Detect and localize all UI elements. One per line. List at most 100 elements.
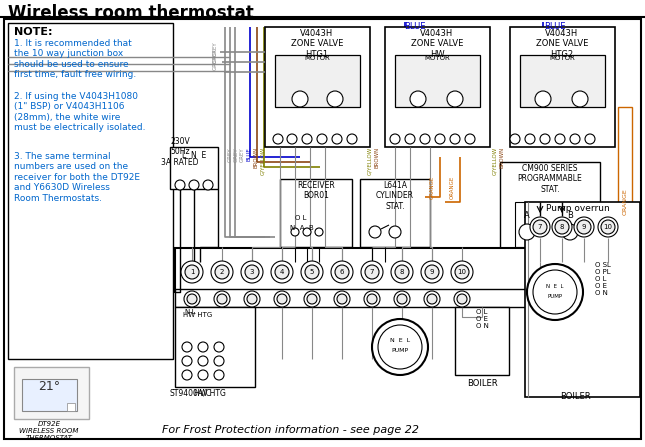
Circle shape xyxy=(540,134,550,144)
Text: CM900 SERIES
PROGRAMMABLE
STAT.: CM900 SERIES PROGRAMMABLE STAT. xyxy=(518,164,582,194)
Circle shape xyxy=(215,265,229,279)
Text: N  E  L: N E L xyxy=(546,283,564,288)
Circle shape xyxy=(372,319,428,375)
Text: Wireless room thermostat: Wireless room thermostat xyxy=(8,4,253,22)
Text: L  N  E: L N E xyxy=(182,151,206,160)
Circle shape xyxy=(585,134,595,144)
Text: GREY: GREY xyxy=(233,147,239,162)
Circle shape xyxy=(552,217,572,237)
Circle shape xyxy=(305,265,319,279)
Circle shape xyxy=(465,134,475,144)
Text: 2. If using the V4043H1080
(1" BSP) or V4043H1106
(28mm), the white wire
must be: 2. If using the V4043H1080 (1" BSP) or V… xyxy=(14,92,146,132)
Text: MOTOR: MOTOR xyxy=(304,55,330,61)
Text: MOTOR: MOTOR xyxy=(549,55,575,61)
Circle shape xyxy=(335,265,349,279)
Circle shape xyxy=(389,226,401,238)
Text: 3. The same terminal
numbers are used on the
receiver for both the DT92E
and Y66: 3. The same terminal numbers are used on… xyxy=(14,152,140,202)
Circle shape xyxy=(572,91,588,107)
Bar xyxy=(275,55,360,107)
Text: O L: O L xyxy=(295,215,306,221)
Circle shape xyxy=(457,294,467,304)
Text: BROWN: BROWN xyxy=(499,147,504,168)
Text: BLUE: BLUE xyxy=(246,147,252,161)
Bar xyxy=(510,27,615,147)
Bar xyxy=(520,55,605,107)
Circle shape xyxy=(175,180,185,190)
Circle shape xyxy=(301,261,323,283)
Circle shape xyxy=(365,265,379,279)
Text: O SL
O PL
O L
O E
O N: O SL O PL O L O E O N xyxy=(595,262,611,296)
Circle shape xyxy=(302,134,312,144)
Bar xyxy=(618,107,632,307)
Circle shape xyxy=(198,342,208,352)
Circle shape xyxy=(334,291,350,307)
Circle shape xyxy=(533,270,577,314)
Circle shape xyxy=(189,180,199,190)
Circle shape xyxy=(555,134,565,144)
Circle shape xyxy=(247,294,257,304)
Circle shape xyxy=(347,134,357,144)
Text: V4043H
ZONE VALVE
HTG2: V4043H ZONE VALVE HTG2 xyxy=(536,29,588,59)
Circle shape xyxy=(410,91,426,107)
Text: ORANGE: ORANGE xyxy=(622,189,628,215)
Circle shape xyxy=(390,134,400,144)
Bar xyxy=(175,307,255,387)
Text: 21°: 21° xyxy=(38,380,60,393)
Text: 3: 3 xyxy=(250,269,254,275)
Circle shape xyxy=(530,217,550,237)
Bar xyxy=(500,162,600,252)
Text: 7: 7 xyxy=(538,224,542,230)
Circle shape xyxy=(291,228,299,236)
Text: G/YELLOW: G/YELLOW xyxy=(368,147,373,175)
Circle shape xyxy=(277,294,287,304)
Circle shape xyxy=(214,291,230,307)
Text: GREY: GREY xyxy=(239,147,244,162)
Circle shape xyxy=(424,291,440,307)
Circle shape xyxy=(454,291,470,307)
Circle shape xyxy=(450,134,460,144)
Circle shape xyxy=(601,220,615,234)
Circle shape xyxy=(425,265,439,279)
Circle shape xyxy=(598,217,618,237)
Text: BLUE: BLUE xyxy=(404,22,426,31)
Text: BROWN: BROWN xyxy=(375,147,379,168)
Circle shape xyxy=(275,265,289,279)
Circle shape xyxy=(421,261,443,283)
Text: A: A xyxy=(524,211,530,219)
Text: N  E  L: N E L xyxy=(390,338,410,343)
Circle shape xyxy=(427,294,437,304)
Circle shape xyxy=(244,291,260,307)
Text: V4043H
ZONE VALVE
HW: V4043H ZONE VALVE HW xyxy=(411,29,463,59)
Circle shape xyxy=(182,370,192,380)
Text: 7: 7 xyxy=(370,269,374,275)
Text: GREY: GREY xyxy=(213,42,218,56)
Circle shape xyxy=(562,224,578,240)
Circle shape xyxy=(241,261,263,283)
Circle shape xyxy=(574,217,594,237)
Text: PUMP: PUMP xyxy=(548,294,562,299)
Circle shape xyxy=(187,294,197,304)
Circle shape xyxy=(203,180,213,190)
Text: 10: 10 xyxy=(604,224,613,230)
Text: PUMP: PUMP xyxy=(392,349,408,354)
Circle shape xyxy=(364,291,380,307)
Bar xyxy=(67,403,75,411)
Text: 10: 10 xyxy=(457,269,466,275)
Circle shape xyxy=(317,134,327,144)
Circle shape xyxy=(198,356,208,366)
Text: 5: 5 xyxy=(310,269,314,275)
Circle shape xyxy=(570,134,580,144)
Circle shape xyxy=(535,91,551,107)
Circle shape xyxy=(331,261,353,283)
Text: BLUE: BLUE xyxy=(544,22,566,31)
Text: 8: 8 xyxy=(560,224,564,230)
Circle shape xyxy=(577,220,591,234)
Circle shape xyxy=(455,265,469,279)
Circle shape xyxy=(397,294,407,304)
Text: L641A
CYLINDER
STAT.: L641A CYLINDER STAT. xyxy=(376,181,414,211)
Text: 9: 9 xyxy=(582,224,586,230)
Text: ST9400A/C: ST9400A/C xyxy=(170,389,212,398)
Text: N  A  B: N A B xyxy=(290,225,313,231)
Bar xyxy=(265,27,370,147)
Circle shape xyxy=(182,342,192,352)
